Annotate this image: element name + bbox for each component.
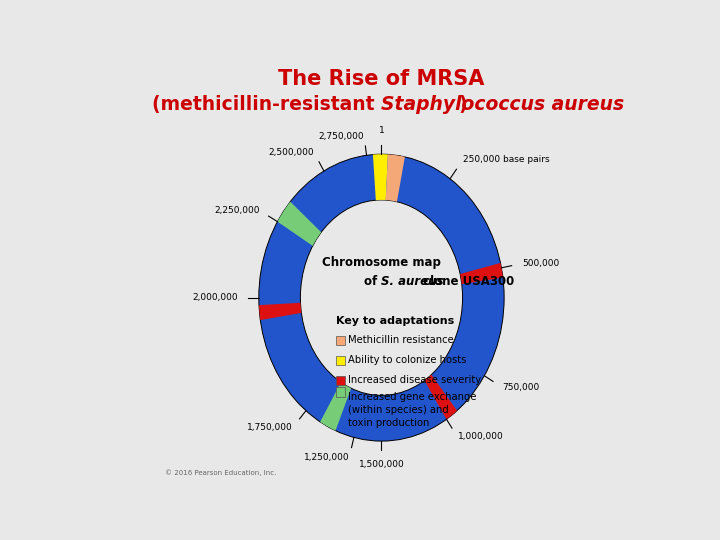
Text: The Rise of MRSA: The Rise of MRSA xyxy=(279,69,485,89)
Text: 1,500,000: 1,500,000 xyxy=(359,460,405,469)
Text: Increased disease severity: Increased disease severity xyxy=(348,375,482,386)
Text: (methicillin-resistant: (methicillin-resistant xyxy=(153,95,382,114)
Polygon shape xyxy=(460,263,503,284)
Text: 1: 1 xyxy=(379,126,384,136)
Polygon shape xyxy=(320,382,351,431)
Text: of: of xyxy=(364,275,382,288)
Text: ): ) xyxy=(459,95,467,114)
Bar xyxy=(336,336,345,345)
Text: 2,250,000: 2,250,000 xyxy=(215,206,260,215)
Text: 1,750,000: 1,750,000 xyxy=(248,423,293,431)
Text: Staphylococcus aureus: Staphylococcus aureus xyxy=(382,95,624,114)
Text: Increased gene exchange
(within species) and
toxin production: Increased gene exchange (within species)… xyxy=(348,392,477,428)
Text: 500,000: 500,000 xyxy=(522,259,559,268)
Polygon shape xyxy=(373,154,388,200)
Text: 2,500,000: 2,500,000 xyxy=(269,148,314,157)
Text: S. aureus: S. aureus xyxy=(382,275,444,288)
Bar xyxy=(336,356,345,365)
Text: Chromosome map: Chromosome map xyxy=(322,256,441,269)
Text: © 2016 Pearson Education, Inc.: © 2016 Pearson Education, Inc. xyxy=(166,469,276,476)
Polygon shape xyxy=(258,154,504,441)
Text: 1,000,000: 1,000,000 xyxy=(457,433,503,441)
Bar xyxy=(336,388,345,396)
Text: 1,250,000: 1,250,000 xyxy=(304,453,349,462)
Text: 2,750,000: 2,750,000 xyxy=(319,132,364,141)
Text: Key to adaptations: Key to adaptations xyxy=(336,315,454,326)
Text: Methicillin resistance: Methicillin resistance xyxy=(348,335,454,346)
Polygon shape xyxy=(425,375,457,419)
Text: clone USA300: clone USA300 xyxy=(419,275,514,288)
Polygon shape xyxy=(277,201,321,246)
Text: 2,000,000: 2,000,000 xyxy=(192,293,238,302)
Text: 250,000 base pairs: 250,000 base pairs xyxy=(463,156,549,164)
Polygon shape xyxy=(386,154,405,202)
Text: Ability to colonize hosts: Ability to colonize hosts xyxy=(348,355,467,366)
Bar xyxy=(336,376,345,385)
Polygon shape xyxy=(259,303,302,320)
Text: 750,000: 750,000 xyxy=(502,383,539,391)
